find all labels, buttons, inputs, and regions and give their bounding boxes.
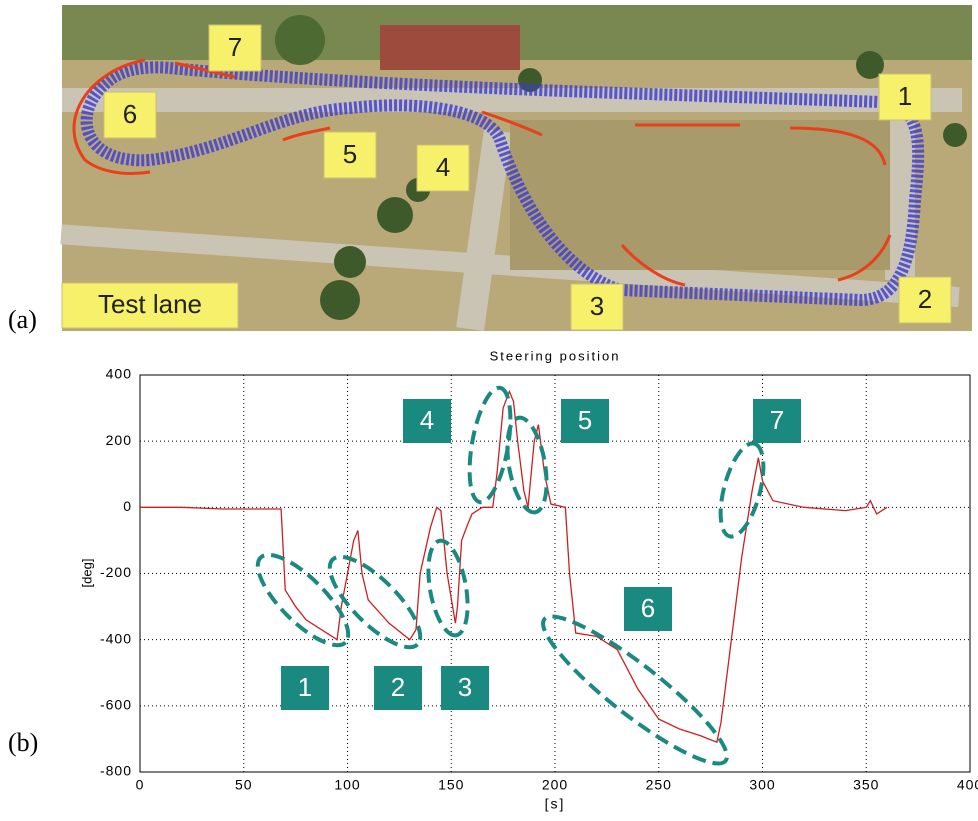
x-tick-label: 200 [542, 777, 568, 793]
y-tick-label: 400 [106, 366, 132, 382]
y-tick-label: -400 [100, 630, 132, 646]
marker-label: 5 [343, 139, 357, 169]
y-tick-label: -800 [100, 763, 132, 779]
aerial-photo: Test lane 1 2 3 4 5 6 7 [60, 5, 972, 331]
x-tick-label: 250 [646, 777, 672, 793]
x-tick-label: 100 [334, 777, 360, 793]
panel-label: (b) [8, 728, 38, 757]
annotation-label: 1 [298, 672, 312, 702]
chart-title: Steering position [490, 348, 621, 363]
figure: Test lane 1 2 3 4 5 6 7 (a) (b) Steering posit… [0, 0, 978, 816]
annotation-label: 7 [770, 405, 784, 435]
marker-label: 3 [590, 291, 604, 321]
annotation-label: 2 [391, 672, 405, 702]
x-tick-label: 300 [749, 777, 775, 793]
y-tick-label: -200 [100, 564, 132, 580]
x-axis-label: [s] [545, 796, 566, 812]
x-tick-label: 400 [957, 777, 978, 793]
x-tick-label: 0 [136, 777, 145, 793]
marker-label: 2 [918, 284, 932, 314]
marker-label: 7 [228, 32, 242, 62]
y-axis-label: [deg] [79, 559, 94, 588]
annotation-label: 5 [578, 405, 592, 435]
y-tick-label: 200 [106, 432, 132, 448]
x-tick-label: 150 [438, 777, 464, 793]
photo-caption: Test lane [98, 289, 202, 319]
marker-label: 4 [436, 152, 450, 182]
panel-label: (a) [8, 305, 37, 334]
x-tick-label: 50 [235, 777, 253, 793]
x-tick-label: 350 [853, 777, 879, 793]
annotation-label: 4 [420, 405, 434, 435]
y-tick-label: -600 [100, 697, 132, 713]
y-tick-label: 0 [123, 498, 132, 514]
annotation-label: 6 [641, 593, 655, 623]
annotation-label: 3 [458, 672, 472, 702]
marker-label: 6 [123, 99, 137, 129]
marker-label: 1 [898, 81, 912, 111]
